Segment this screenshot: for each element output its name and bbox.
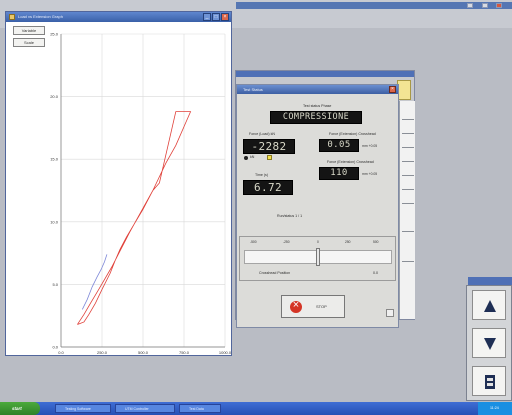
x-tick-label: 750.0 — [179, 350, 190, 355]
y-tick-label: 25.0 — [50, 32, 59, 37]
jog-home-button[interactable] — [472, 366, 506, 396]
y-tick-label: 5.0 — [52, 282, 58, 287]
taskbar-item-label: Test Data — [189, 407, 204, 411]
minimize-button[interactable]: _ — [203, 13, 211, 21]
load-display: -2282 — [243, 139, 295, 154]
taskbar: start Testing Software UTM Controller Te… — [0, 402, 512, 415]
dialog-titlebar: Test Status — [237, 85, 398, 94]
status-text: Run/status 1 / 1 — [277, 214, 303, 218]
taskbar-item-label: UTM Controller — [125, 407, 149, 411]
triangle-down-icon — [484, 338, 496, 350]
time-label: Time (s) — [255, 173, 269, 177]
maximize-button[interactable]: □ — [212, 13, 220, 21]
stop-circle-icon — [290, 299, 302, 313]
y-tick-label: 20.0 — [50, 94, 59, 99]
position-slider-group — [239, 236, 396, 281]
start-label: start — [12, 406, 22, 411]
x-tick-label: 250.0 — [97, 350, 108, 355]
stop-button[interactable]: STOP — [281, 295, 345, 318]
test-state-display: COMPRESSIONE — [270, 111, 362, 124]
series-line-secondary — [81, 254, 108, 310]
test-status-dialog: Test Status × Test status Phase COMPRESS… — [236, 84, 399, 328]
background-minimize-button[interactable] — [467, 3, 473, 8]
taskbar-item[interactable]: UTM Controller — [115, 404, 175, 413]
taskbar-item[interactable]: Testing Software — [55, 404, 111, 413]
ext-display: 0.05 — [319, 139, 359, 152]
y-tick-label: 0.0 — [52, 345, 58, 350]
dialog-close-button[interactable]: × — [389, 86, 396, 93]
small-dialog-button[interactable] — [386, 309, 394, 317]
background-window-bar — [236, 2, 512, 9]
graph-window: Load vs Extension Graph _ □ × Variable S… — [5, 11, 232, 356]
jog-panel — [466, 285, 512, 401]
taskbar-item-label: Testing Software — [65, 407, 91, 411]
status-indicator-icon — [267, 155, 272, 160]
crosshead-home-icon — [485, 375, 495, 389]
slider-readout: 0.0 — [373, 271, 378, 275]
dialog-title: Test Status — [243, 87, 263, 92]
taskbar-item[interactable]: Test Data — [179, 404, 221, 413]
slider-tick: 250 — [345, 240, 351, 244]
slider-tick: -500 — [250, 240, 257, 244]
slider-caption: Crosshead Position — [259, 271, 291, 275]
y-tick-label: 15.0 — [50, 157, 59, 162]
graph-window-title: Load vs Extension Graph — [18, 14, 63, 19]
y-tick-label: 10.0 — [50, 219, 59, 224]
slider-tick: 500 — [373, 240, 379, 244]
x-tick-label: 1000.0 — [219, 350, 231, 355]
x-tick-label: 0.0 — [58, 350, 64, 355]
time-display: 6.72 — [243, 180, 293, 195]
clock: 11:24 — [490, 406, 499, 410]
triangle-up-icon — [484, 300, 496, 312]
radio-button[interactable] — [244, 156, 248, 160]
position-slider-thumb[interactable] — [316, 248, 320, 266]
x-tick-label: 500.0 — [138, 350, 149, 355]
slider-tick: 0 — [317, 240, 319, 244]
series-line-primary — [77, 111, 192, 325]
system-tray: 11:24 — [478, 402, 512, 415]
graph-window-titlebar: Load vs Extension Graph _ □ × — [6, 12, 231, 22]
jog-down-button[interactable] — [472, 328, 506, 358]
jog-panel-titlebar — [468, 277, 512, 285]
ext-label: Force (Extension) Crosshead — [329, 132, 376, 136]
radio-label: kN — [250, 155, 255, 159]
side-parameter-list — [399, 101, 415, 319]
test-state-label: Test status Phase — [303, 104, 332, 108]
background-close-button[interactable] — [496, 3, 502, 8]
slider-tick: -250 — [283, 240, 290, 244]
close-button[interactable]: × — [221, 13, 229, 21]
jog-up-button[interactable] — [472, 290, 506, 320]
start-button[interactable]: start — [0, 402, 40, 415]
ext2-unit: mm +0.05 — [362, 172, 378, 176]
ext2-label: Force (Extension) Crosshead — [327, 160, 374, 164]
variable-button[interactable]: Variable — [13, 26, 45, 35]
load-extension-chart: 0.0 5.0 10.0 15.0 20.0 25.0 0.0 250.0 500.0 750.0… — [50, 32, 231, 356]
background-dialog-titlebar — [236, 71, 414, 77]
stop-button-label: STOP — [316, 304, 327, 309]
app-icon — [9, 14, 15, 20]
tab-yellow[interactable] — [397, 80, 411, 100]
scale-button[interactable]: Scale — [13, 38, 45, 47]
ext-unit: mm +0.05 — [362, 144, 378, 148]
ext2-display: 110 — [319, 167, 359, 180]
background-restore-button[interactable] — [482, 3, 488, 8]
load-label: Force (Load) kN — [249, 132, 275, 136]
